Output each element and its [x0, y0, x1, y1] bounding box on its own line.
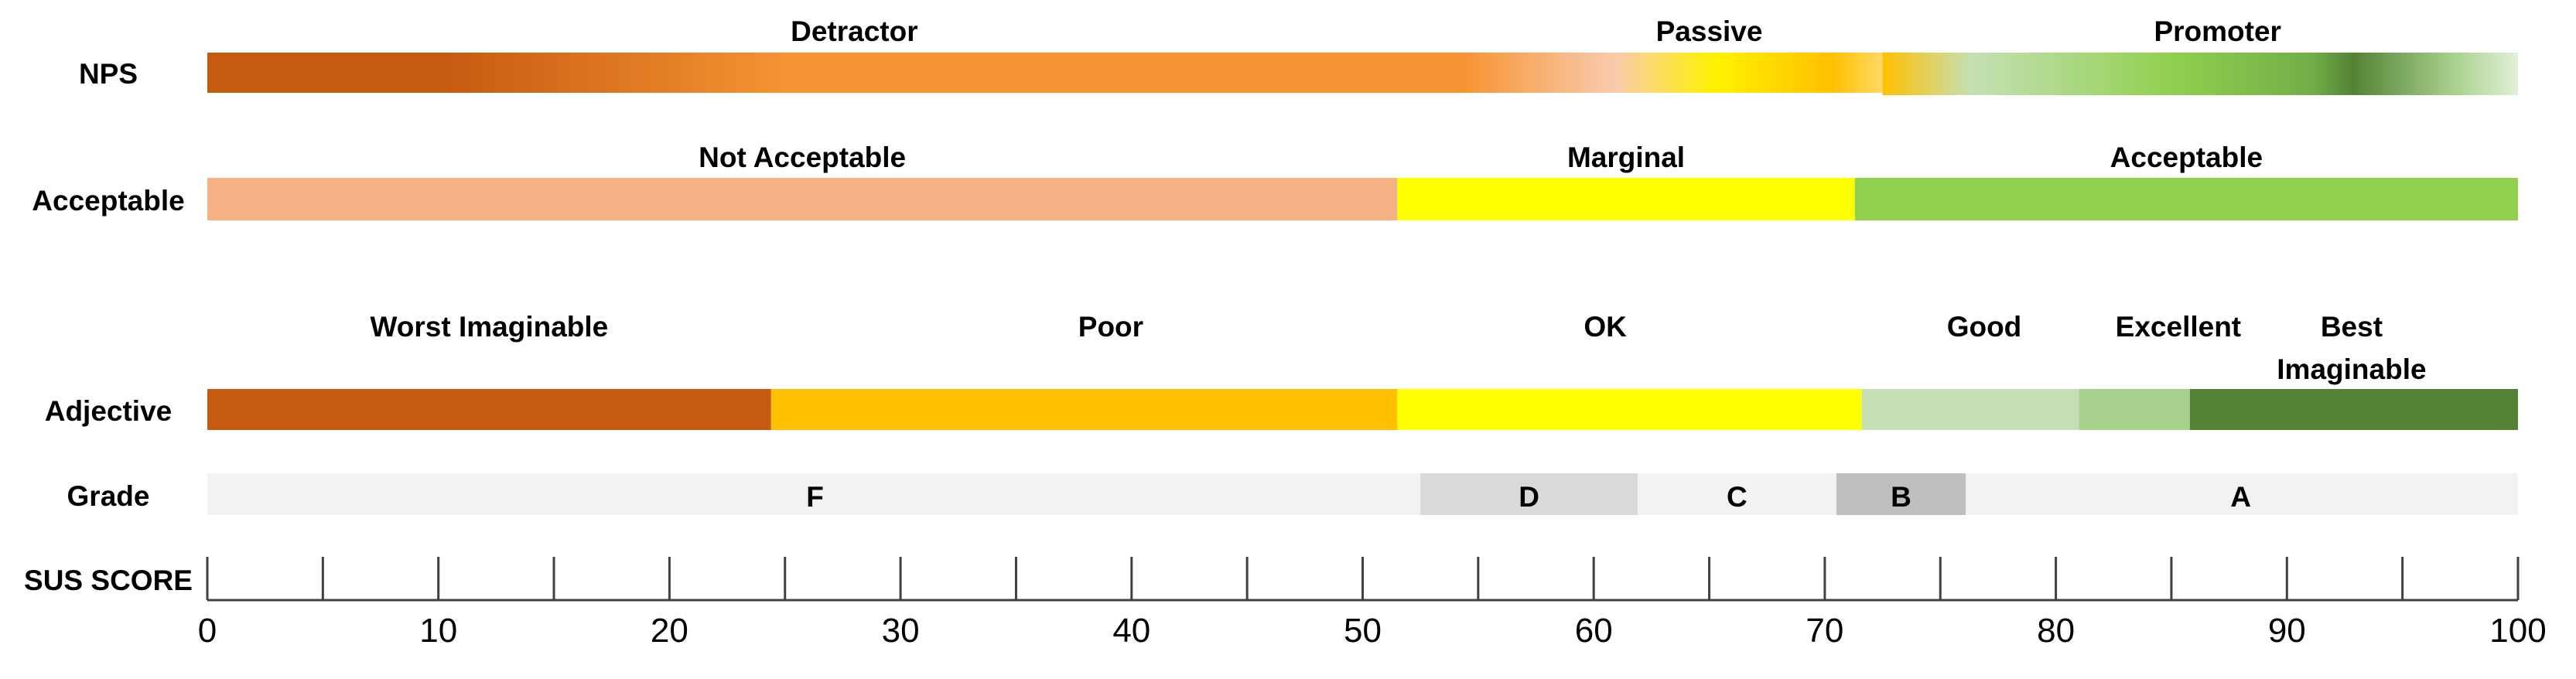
nps-label-detractor: Detractor [791, 15, 918, 47]
axis-tick-label-60: 60 [1575, 612, 1613, 650]
acceptable-label-marginal: Marginal [1567, 142, 1685, 173]
sus-score-axis: 0 10 20 30 40 50 60 70 80 90 100 [198, 557, 2547, 650]
row-labels: NPS Acceptable Adjective Grade SUS SCORE [24, 58, 193, 596]
row-label-sus-score: SUS SCORE [24, 565, 193, 596]
acceptable-label-acceptable: Acceptable [2110, 142, 2263, 173]
adjective-bar-excellent [2079, 389, 2190, 430]
row-label-nps: NPS [79, 58, 138, 90]
acceptable-bar-marginal [1397, 178, 1855, 220]
axis-tick-label-100: 100 [2489, 612, 2546, 650]
row-label-acceptable: Acceptable [32, 185, 184, 217]
acceptable-row: Not Acceptable Marginal Acceptable [207, 142, 2518, 220]
adjective-label-worst-imaginable: Worst Imaginable [371, 311, 609, 343]
nps-row: Detractor Passive Promoter [207, 15, 2518, 95]
adjective-label-excellent: Excellent [2116, 311, 2241, 343]
acceptable-bar-not-acceptable [207, 178, 1398, 220]
grade-bar-d [1420, 473, 1638, 515]
row-label-adjective: Adjective [45, 395, 173, 427]
adjective-bar-good [1861, 389, 2079, 430]
grade-label-d: D [1519, 481, 1539, 513]
nps-bar-promoter [1882, 53, 2518, 95]
adjective-bar-ok [1397, 389, 1862, 430]
grade-bar-b [1836, 473, 1966, 515]
grade-label-c: C [1727, 481, 1748, 513]
acceptable-label-not-acceptable: Not Acceptable [699, 142, 906, 173]
grade-label-f: F [806, 481, 824, 513]
adjective-label-poor: Poor [1078, 311, 1143, 343]
nps-label-passive: Passive [1656, 15, 1763, 47]
axis-tick-label-90: 90 [2268, 612, 2306, 650]
grade-bar-c [1637, 473, 1836, 515]
axis-tick-label-10: 10 [419, 612, 457, 650]
adjective-bar-poor [770, 389, 1398, 430]
grade-bar-a [1966, 473, 2518, 515]
axis-tick-label-30: 30 [882, 612, 920, 650]
axis-tick-label-40: 40 [1112, 612, 1150, 650]
acceptable-bar-acceptable [1854, 178, 2518, 220]
adjective-row: Worst Imaginable Poor OK Good Excellent Best I… [207, 311, 2518, 430]
grade-label-b: B [1891, 481, 1912, 513]
axis-tick-label-50: 50 [1344, 612, 1382, 650]
adjective-label-ok: OK [1584, 311, 1627, 343]
axis-tick-label-20: 20 [651, 612, 688, 650]
adjective-label-best-imaginable: Best Imaginable [2277, 311, 2426, 385]
axis-tick-label-80: 80 [2037, 612, 2075, 650]
adjective-label-good: Good [1947, 311, 2022, 343]
row-label-grade: Grade [67, 480, 150, 512]
axis-tick-label-0: 0 [198, 612, 217, 650]
axis-tick-label-70: 70 [1806, 612, 1843, 650]
nps-bar-detractor [207, 53, 1883, 93]
nps-label-promoter: Promoter [2154, 15, 2280, 47]
adjective-bar-worst-imaginable [207, 389, 771, 430]
grade-bar-f [207, 473, 1421, 515]
grade-label-a: A [2230, 481, 2251, 513]
adjective-bar-best-imaginable [2189, 389, 2518, 430]
